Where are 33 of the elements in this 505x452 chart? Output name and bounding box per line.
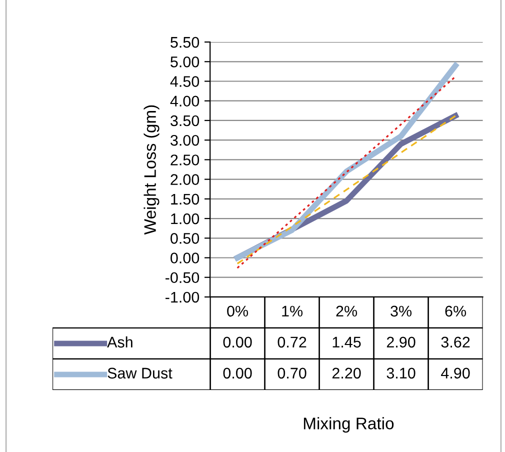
data-label: 2.20 [332,368,361,379]
y-tick-label: 2.50 [170,154,200,166]
y-tick-label: -1.00 [166,292,200,303]
x-tick-label: 2% [336,306,358,317]
legend-label: Saw Dust [108,368,172,379]
y-tick-label: 4.00 [170,96,200,107]
y-tick-label: 2.00 [170,174,200,185]
data-label: 0.70 [278,368,306,379]
data-label: 0.72 [278,336,306,348]
y-tick-label: 0.00 [170,252,200,264]
data-label: 4.90 [441,368,470,379]
legend-label: Ash [107,336,132,348]
text: Mixing Ratio [304,417,394,433]
y-tick-label: 3.00 [170,134,200,146]
x-tick-label: 6% [445,306,466,317]
data-label: 1.45 [332,336,361,348]
x-tick-label: 0% [227,306,248,317]
y-tick-label: 4.50 [170,76,200,87]
data-label: 2.90 [386,336,416,348]
y-tick-label: -0.50 [166,272,200,284]
y-tick-label: 5.00 [170,56,200,68]
data-label: 3.10 [386,368,416,379]
data-label: 0.00 [223,336,252,348]
x-tick-label: 3% [390,306,412,317]
y-tick-label: 3.50 [170,115,200,126]
y-tick-label: 1.50 [171,194,200,205]
y-tick-label: 1.00 [171,213,200,224]
x-tick-label: 1% [282,306,303,317]
y-tick-label: 5.50 [170,36,200,48]
data-label: 3.62 [441,336,470,348]
y-axis-title: Weight Loss (gm) [144,105,160,235]
data-label: 0.00 [223,368,252,379]
y-tick-label: 0.50 [170,233,200,244]
